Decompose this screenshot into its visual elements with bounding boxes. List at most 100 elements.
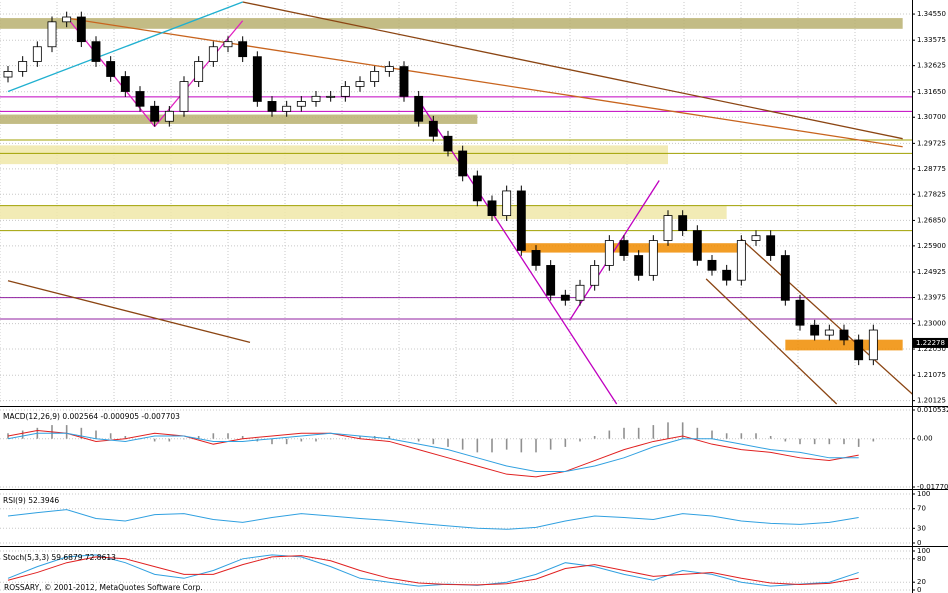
y-tick-label: 80 [917, 555, 926, 563]
candle-body [766, 235, 776, 256]
price-zone [0, 205, 727, 220]
candle-body [150, 105, 160, 122]
candle-body [810, 324, 820, 336]
price-zone [0, 145, 669, 165]
candle-body [223, 41, 233, 48]
macd-bar [564, 438, 567, 447]
candle-body [560, 294, 570, 301]
macd-bar [667, 422, 669, 439]
indicator-line [7, 430, 859, 478]
last-price-box [913, 337, 948, 348]
trend-line [7, 280, 251, 343]
price-panel [0, 1, 912, 405]
candle-body [238, 41, 248, 58]
macd-bar [505, 438, 508, 450]
candle-body [839, 329, 849, 341]
y-tick-label: 0 [917, 539, 921, 547]
y-tick-label: 1.20125 [917, 397, 946, 405]
macd-bar [447, 438, 449, 447]
y-tick-label: 0 [917, 586, 921, 593]
candle-body [546, 265, 556, 296]
macd-bar [212, 433, 215, 439]
y-tick-label: 20 [917, 578, 926, 586]
candle-body [502, 190, 512, 216]
macd-bar [124, 435, 127, 439]
macd-bar [95, 430, 97, 439]
candle-body [516, 190, 526, 251]
candle-body [32, 46, 42, 62]
macd-bar [784, 438, 787, 442]
candle-body [619, 240, 629, 256]
candle-body [179, 81, 189, 112]
price-zone [0, 114, 478, 124]
candle-body [472, 175, 482, 202]
candle-body [868, 329, 878, 361]
indicator-line [7, 554, 859, 587]
macd-bar [80, 427, 83, 439]
price-zone [521, 243, 742, 253]
macd-bar [183, 438, 185, 440]
y-tick-label: 1.27825 [917, 190, 946, 198]
indicator-line [7, 555, 859, 586]
macd-bar [461, 438, 464, 450]
panel-title: MACD(12,26,9) 0.002564 -0.000905 -0.0077… [3, 412, 180, 421]
candle-body [707, 259, 717, 271]
candle-body [120, 76, 130, 92]
candle-body [634, 255, 644, 276]
y-tick-label: 1.21075 [917, 371, 946, 379]
candle-body [267, 101, 277, 112]
y-tick-label: 0.00 [917, 435, 933, 443]
macd-bar [21, 430, 24, 439]
candle-body [135, 91, 145, 107]
macd-bar [417, 438, 420, 442]
candle-body [531, 250, 541, 266]
trend-line [7, 1, 243, 93]
macd-bar [623, 427, 625, 439]
candle-body [106, 61, 116, 77]
candle-body [282, 105, 292, 112]
candle-body [76, 16, 86, 43]
candle-body [91, 41, 101, 62]
y-tick-label: 1.23975 [917, 293, 946, 301]
candle-body [384, 66, 394, 72]
candle-body [854, 339, 864, 361]
rsi-panel [0, 493, 912, 544]
indicator-line [7, 509, 859, 530]
trend-line [66, 17, 903, 148]
candle-body [164, 110, 174, 122]
macd-bar [197, 435, 200, 439]
macd-bar [65, 425, 68, 439]
candle-body [736, 240, 746, 281]
macd-bar [711, 430, 713, 439]
y-tick-label: 1.25900 [917, 242, 946, 250]
macd-bar [799, 438, 801, 445]
macd-bar [520, 438, 523, 453]
macd-bar [872, 438, 875, 442]
candle-body [824, 329, 834, 336]
candle-body [751, 235, 761, 241]
candle-body [370, 71, 380, 82]
macd-bar [608, 430, 611, 439]
candle-body [340, 86, 350, 97]
macd-bar [271, 438, 273, 445]
candle-body [252, 56, 262, 102]
macd-bar [315, 438, 317, 442]
macd-bar [813, 438, 816, 445]
panel-title: RSI(9) 52.3946 [3, 496, 59, 505]
candle-body [194, 61, 204, 82]
macd-bar [579, 438, 581, 442]
y-tick-label: -0.017703 [917, 483, 948, 491]
candle-body [443, 135, 453, 152]
y-tick-label: 70 [917, 505, 926, 513]
candle-body [795, 299, 805, 326]
candle-body [18, 61, 28, 72]
y-tick-label: 1.29725 [917, 139, 946, 147]
y-tick-label: 1.30700 [917, 113, 946, 121]
macd-bar [681, 422, 684, 439]
y-tick-label: 1.33575 [917, 36, 946, 44]
candle-body [296, 101, 306, 107]
macd-bar [300, 438, 303, 442]
candle-body [399, 66, 409, 97]
macd-bar [828, 438, 831, 445]
